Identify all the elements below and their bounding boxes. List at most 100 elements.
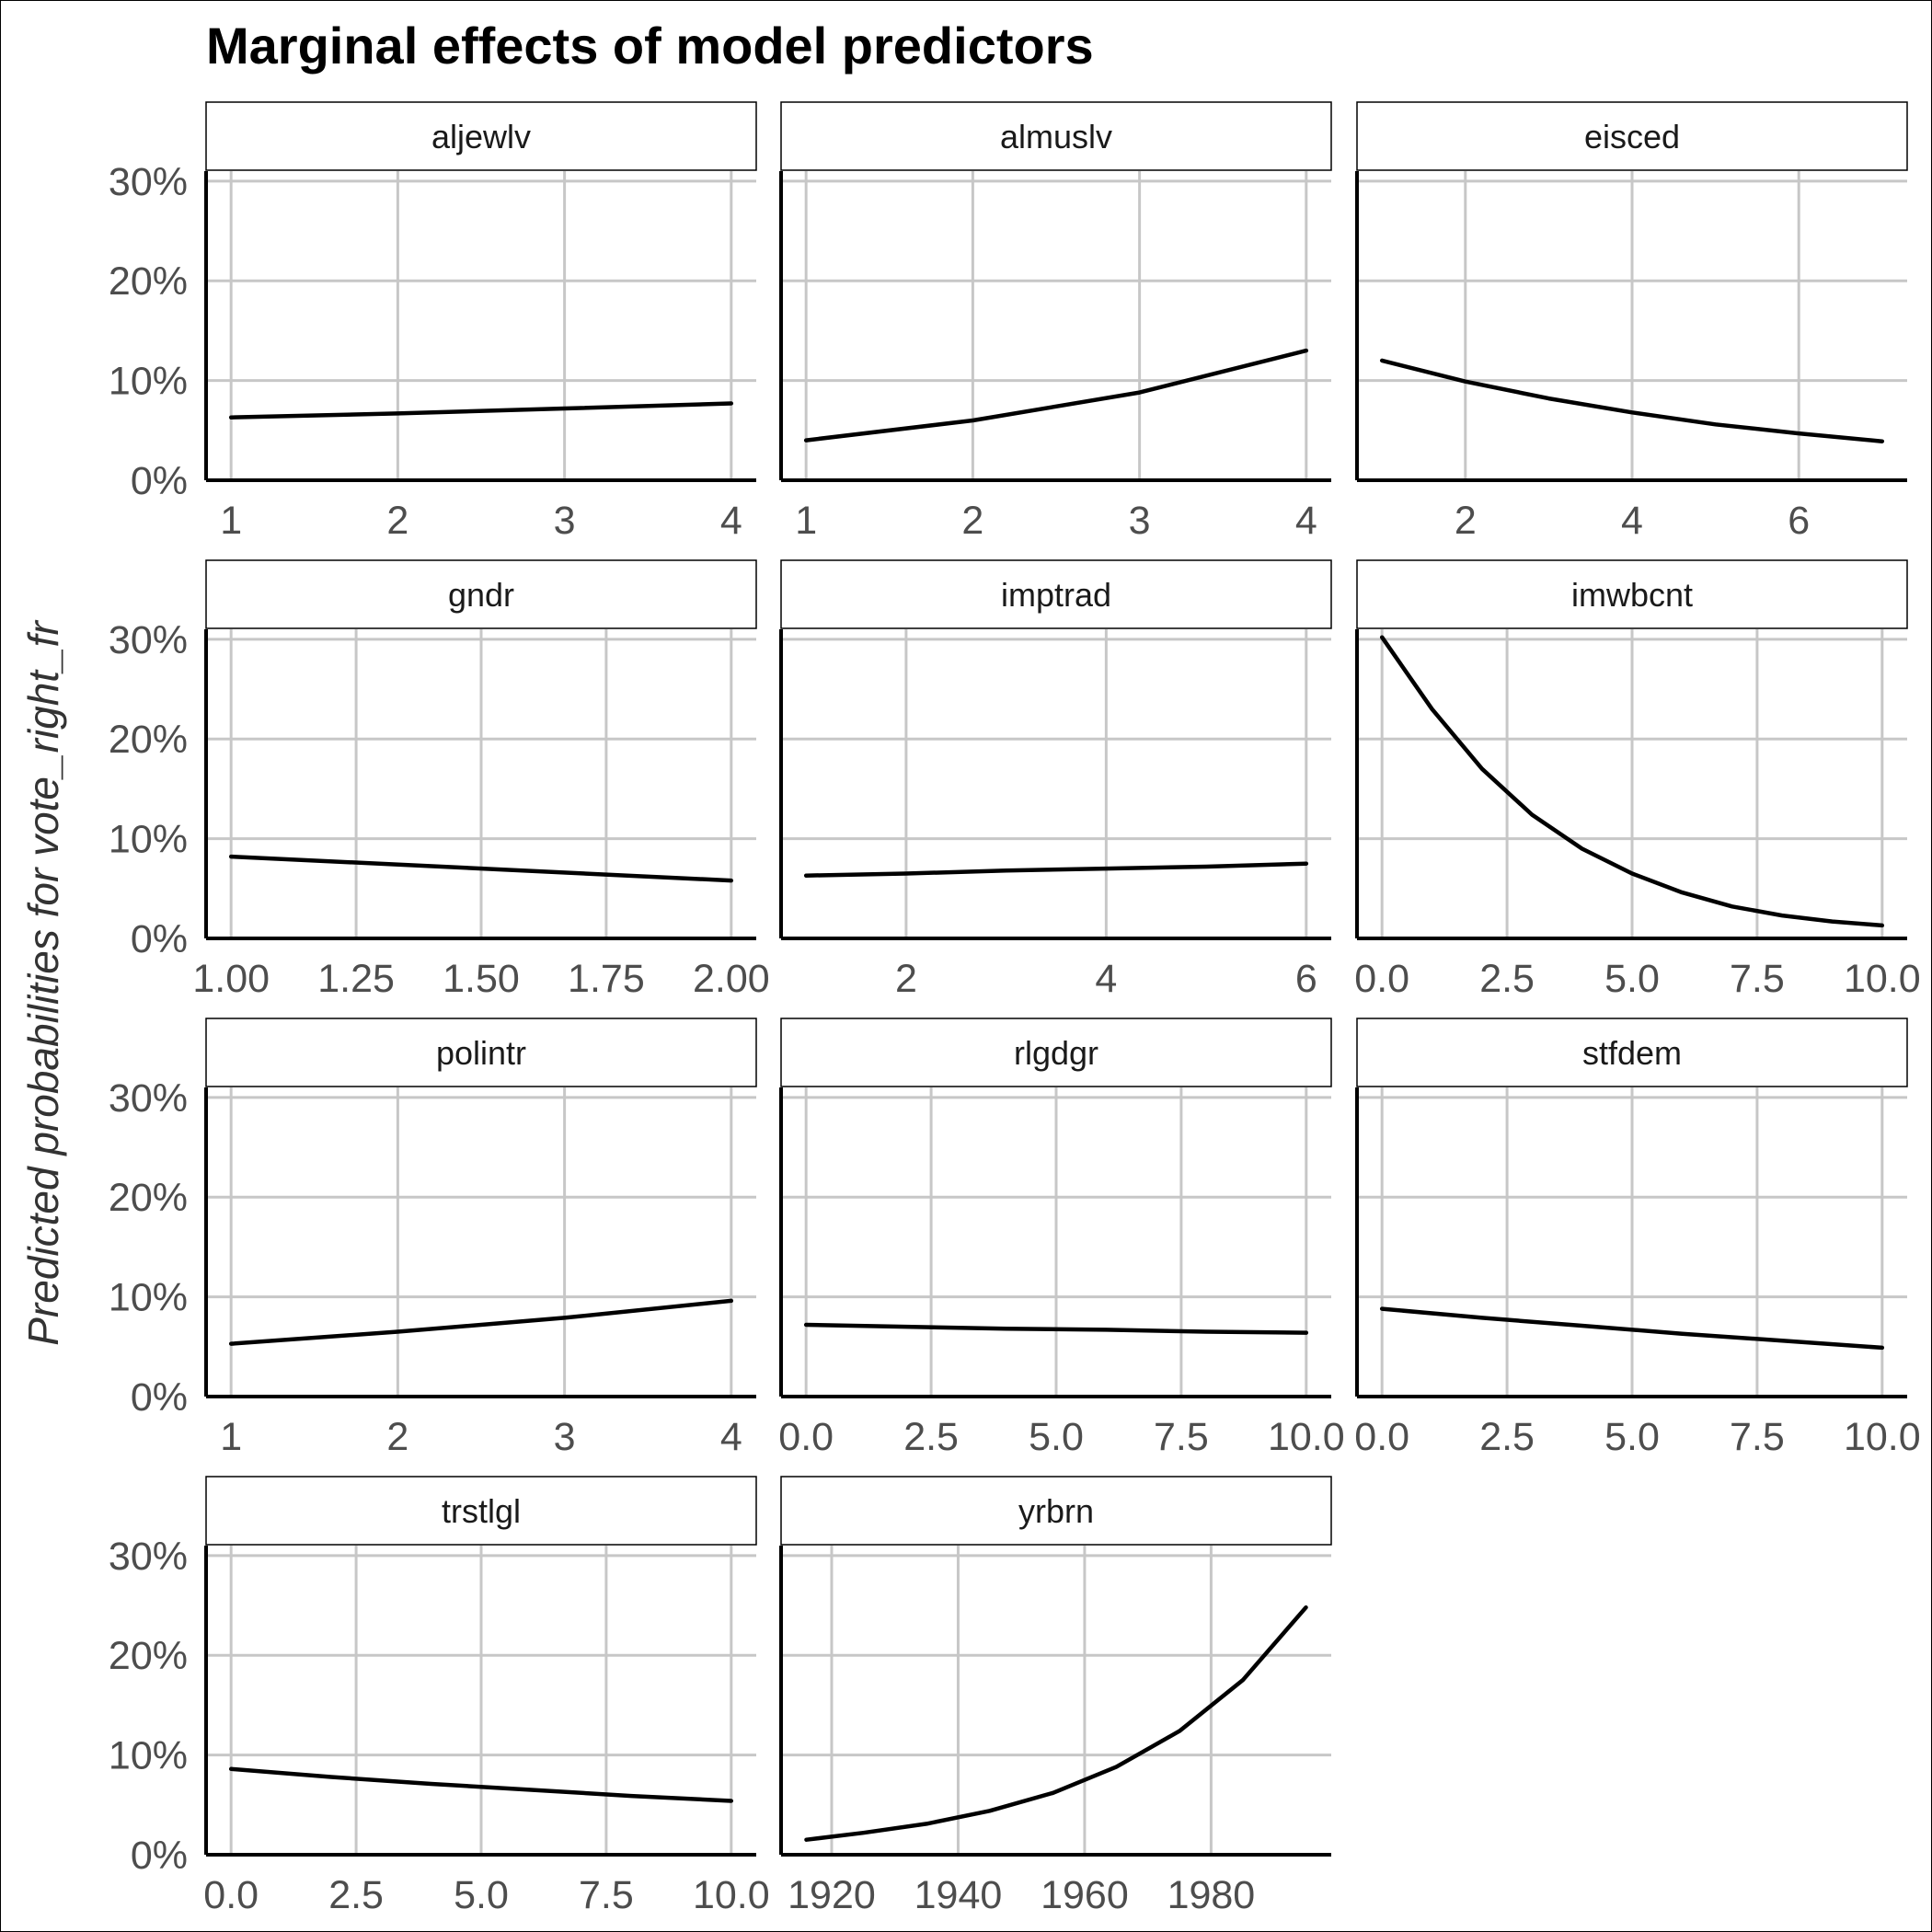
x-tick-label: 0.0 — [778, 1415, 834, 1459]
facet-strip-label: almuslv — [1000, 118, 1112, 155]
x-tick-label: 10.0 — [1268, 1415, 1345, 1459]
series-line-almuslv — [803, 348, 1309, 443]
facet-strip — [780, 559, 1332, 629]
x-tick-label: 2 — [895, 957, 917, 1001]
x-tick-label: 6 — [1295, 957, 1317, 1001]
facet-strip-label: rlgdgr — [1014, 1034, 1098, 1072]
x-tick-label: 3 — [554, 1415, 576, 1459]
facet-trstlgl: trstlgl 0% 10% 20% 30% 0.0 2.5 5.0 7.5 10.0 — [109, 1476, 770, 1917]
x-tick-label: 5.0 — [1029, 1415, 1084, 1459]
facet-strip-label: aljewlv — [431, 118, 531, 155]
x-tick-label: 7.5 — [579, 1873, 634, 1917]
facet-strip-label: gndr — [448, 576, 514, 614]
series-line-yrbrn — [804, 1604, 1308, 1842]
series-line-trstlgl — [228, 1766, 734, 1803]
y-tick-label: 0% — [131, 1834, 188, 1878]
y-tick-label: 30% — [109, 618, 188, 662]
x-tick-label: 7.5 — [1730, 957, 1785, 1001]
y-tick-label: 20% — [109, 259, 188, 304]
facet-strip-label: polintr — [436, 1034, 526, 1072]
x-tick-label: 0.0 — [203, 1873, 259, 1917]
x-tick-label: 1.50 — [443, 957, 520, 1001]
x-tick-label: 1 — [220, 499, 242, 543]
x-tick-label: 10.0 — [693, 1873, 770, 1917]
y-axis-label: Predicted probabilities for vote_right_f… — [19, 620, 67, 1346]
series-line-eisced — [1379, 358, 1885, 443]
x-tick-label: 1 — [795, 499, 817, 543]
facet-gndr: gndr 0% 10% 20% 30% 1.00 1.25 1.50 1.75 2.00 — [109, 559, 770, 1001]
facet-imptrad: imptrad 2 4 6 — [779, 559, 1332, 1001]
y-tick-label: 30% — [109, 160, 188, 204]
x-tick-label: 5.0 — [1604, 957, 1660, 1001]
x-tick-label: 2.5 — [1479, 1415, 1535, 1459]
facet-aljewlv: aljewlv 0% 10% 20% 30% 1 2 3 4 — [109, 101, 757, 543]
facet-strip — [1356, 101, 1908, 171]
x-tick-label: 2.5 — [1479, 957, 1535, 1001]
x-tick-label: 4 — [1621, 499, 1643, 543]
x-tick-label: 1.00 — [192, 957, 270, 1001]
x-tick-label: 4 — [1295, 499, 1317, 543]
facet-strip — [205, 559, 757, 629]
x-tick-label: 5.0 — [1604, 1415, 1660, 1459]
y-tick-label: 30% — [109, 1535, 188, 1579]
facet-strip — [1356, 1018, 1908, 1087]
x-tick-label: 1920 — [788, 1873, 876, 1917]
x-tick-label: 1.25 — [317, 957, 395, 1001]
series-line-imptrad — [803, 861, 1309, 878]
x-tick-label: 7.5 — [1730, 1415, 1785, 1459]
chart-title: Marginal effects of model predictors — [206, 17, 1094, 75]
facet-strip — [205, 1476, 757, 1546]
x-tick-label: 3 — [1129, 499, 1151, 543]
x-tick-label: 10.0 — [1844, 957, 1921, 1001]
facet-polintr: polintr 0% 10% 20% 30% 1 2 3 4 — [109, 1018, 757, 1459]
y-tick-label: 10% — [109, 818, 188, 862]
series-line-gndr — [228, 854, 734, 883]
facet-strip-label: eisced — [1584, 118, 1680, 155]
facet-strip — [1356, 559, 1908, 629]
series-line-polintr — [228, 1298, 734, 1346]
y-tick-label: 20% — [109, 1634, 188, 1678]
x-tick-label: 2.5 — [328, 1873, 384, 1917]
x-tick-label: 2 — [1455, 499, 1477, 543]
x-tick-label: 4 — [720, 499, 742, 543]
facet-strip — [205, 1018, 757, 1087]
facet-stfdem: stfdem 0.0 2.5 5.0 7.5 10.0 — [1354, 1018, 1921, 1459]
x-tick-label: 3 — [554, 499, 576, 543]
x-tick-label: 4 — [1095, 957, 1117, 1001]
x-tick-label: 1980 — [1167, 1873, 1256, 1917]
facet-almuslv: almuslv 1 2 3 4 — [779, 101, 1332, 543]
x-tick-label: 0.0 — [1354, 957, 1409, 1001]
facet-strip — [780, 101, 1332, 171]
facet-strip-label: trstlgl — [442, 1492, 521, 1530]
x-tick-label: 2.5 — [903, 1415, 959, 1459]
y-tick-label: 20% — [109, 1176, 188, 1220]
facet-strip-label: imptrad — [1001, 576, 1111, 614]
x-tick-label: 1960 — [1041, 1873, 1129, 1917]
facet-strip — [780, 1018, 1332, 1087]
x-tick-label: 7.5 — [1154, 1415, 1209, 1459]
facet-imwbcnt: imwbcnt 0.0 2.5 5.0 7.5 10.0 — [1354, 559, 1921, 1001]
y-tick-label: 0% — [131, 459, 188, 503]
x-tick-label: 1940 — [914, 1873, 1003, 1917]
facet-strip-label: yrbrn — [1018, 1492, 1094, 1530]
series-line-stfdem — [1379, 1306, 1885, 1351]
series-line-aljewlv — [228, 401, 734, 420]
x-tick-label: 1 — [220, 1415, 242, 1459]
x-tick-label: 2 — [961, 499, 983, 543]
y-tick-label: 20% — [109, 718, 188, 762]
x-tick-label: 2 — [386, 1415, 408, 1459]
x-tick-label: 2.00 — [693, 957, 770, 1001]
x-tick-label: 0.0 — [1354, 1415, 1409, 1459]
x-tick-label: 4 — [720, 1415, 742, 1459]
y-tick-label: 0% — [131, 1375, 188, 1420]
facet-strip-label: imwbcnt — [1571, 576, 1693, 614]
facet-strip — [205, 101, 757, 171]
series-line-imwbcnt — [1379, 635, 1885, 928]
facet-strip — [780, 1476, 1332, 1546]
y-tick-label: 0% — [131, 917, 188, 961]
x-tick-label: 6 — [1788, 499, 1810, 543]
facet-strip-label: stfdem — [1582, 1034, 1682, 1072]
